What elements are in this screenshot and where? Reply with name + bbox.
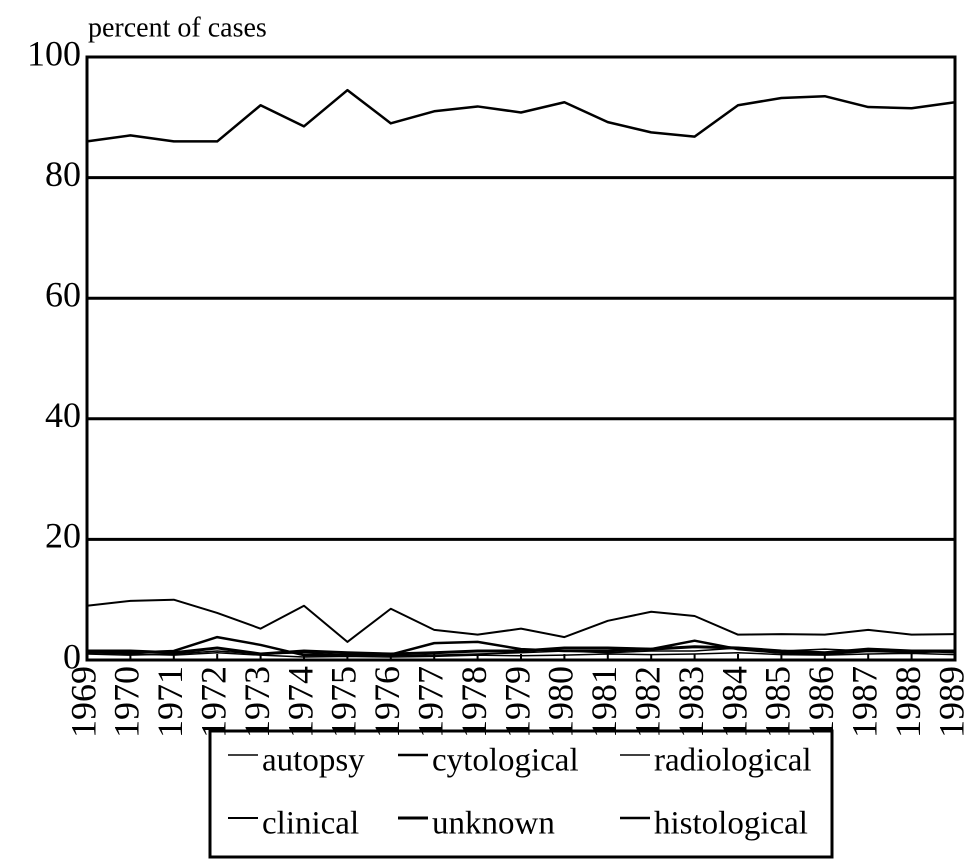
x-tick-label: 1975: [324, 666, 364, 738]
x-tick-label: 1989: [931, 666, 971, 738]
x-tick-label: 1972: [193, 666, 233, 738]
series-line: [86, 652, 956, 658]
legend-label: unknown: [432, 806, 555, 842]
series-line: [86, 88, 956, 143]
x-tick-label: 1976: [367, 666, 407, 738]
x-tick-label: 1984: [714, 666, 754, 738]
legend-label: histological: [654, 806, 808, 842]
x-tick-label: 1982: [627, 666, 667, 738]
y-tick-label: 100: [27, 33, 81, 73]
y-axis-label: percent of cases: [88, 12, 267, 43]
x-tick-label: 1978: [454, 666, 494, 738]
y-tick-label: 60: [45, 274, 81, 314]
series-line: [86, 647, 956, 657]
series-line: [86, 598, 956, 643]
plot-frame: [85, 55, 957, 662]
x-tick-label: 1970: [107, 666, 147, 738]
legend-label: cytological: [432, 743, 579, 779]
y-tick-label: 80: [45, 154, 81, 194]
x-tick-label: 1973: [237, 666, 277, 738]
x-tick-label: 1985: [758, 666, 798, 738]
x-tick-label: 1981: [584, 666, 624, 738]
x-tick-label: 1980: [541, 666, 581, 738]
x-tick-label: 1983: [671, 666, 711, 738]
y-tick-label: 0: [63, 636, 81, 676]
legend-label: autopsy: [262, 743, 365, 779]
legend-box: [208, 729, 834, 859]
series-line: [87, 645, 955, 656]
x-tick-label: 1988: [888, 666, 928, 738]
y-tick-label: 20: [45, 516, 81, 556]
x-tick-label: 1987: [844, 666, 884, 738]
x-tick-label: 1974: [280, 666, 320, 738]
x-tick-label: 1971: [150, 666, 190, 738]
x-tick-label: 1977: [410, 666, 450, 738]
x-tick-label: 1986: [801, 666, 841, 738]
legend-label: clinical: [262, 806, 359, 842]
legend-label: radiological: [654, 743, 812, 779]
x-tick-label: 1979: [497, 666, 537, 738]
x-tick-label: 1969: [63, 666, 103, 738]
y-tick-label: 40: [45, 395, 81, 435]
